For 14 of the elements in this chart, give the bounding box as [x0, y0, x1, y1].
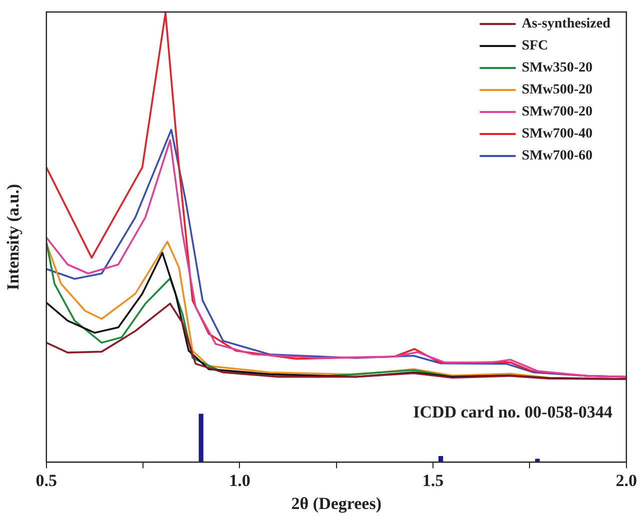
legend-label: SMw700-40 [522, 126, 592, 142]
x-tick-label: 0.5 [36, 470, 58, 490]
x-axis-title: 2θ (Degrees) [291, 494, 382, 514]
legend-label: SMw350-20 [522, 60, 592, 76]
legend-label: SMw700-20 [522, 104, 592, 120]
x-tick-label: 1.5 [422, 470, 444, 490]
legend-label: SFC [522, 38, 548, 54]
x-tick-label: 2.0 [616, 470, 637, 490]
annotation: ICDD card no. 00-058-0344 [413, 402, 613, 422]
legend-label: SMw500-20 [522, 82, 592, 98]
legend-label: As-synthesized [522, 16, 611, 32]
x-tick-label: 1.0 [229, 470, 250, 490]
y-axis-title: Intensity (a.u.) [4, 184, 23, 290]
legend-label: SMw700-60 [522, 148, 592, 164]
